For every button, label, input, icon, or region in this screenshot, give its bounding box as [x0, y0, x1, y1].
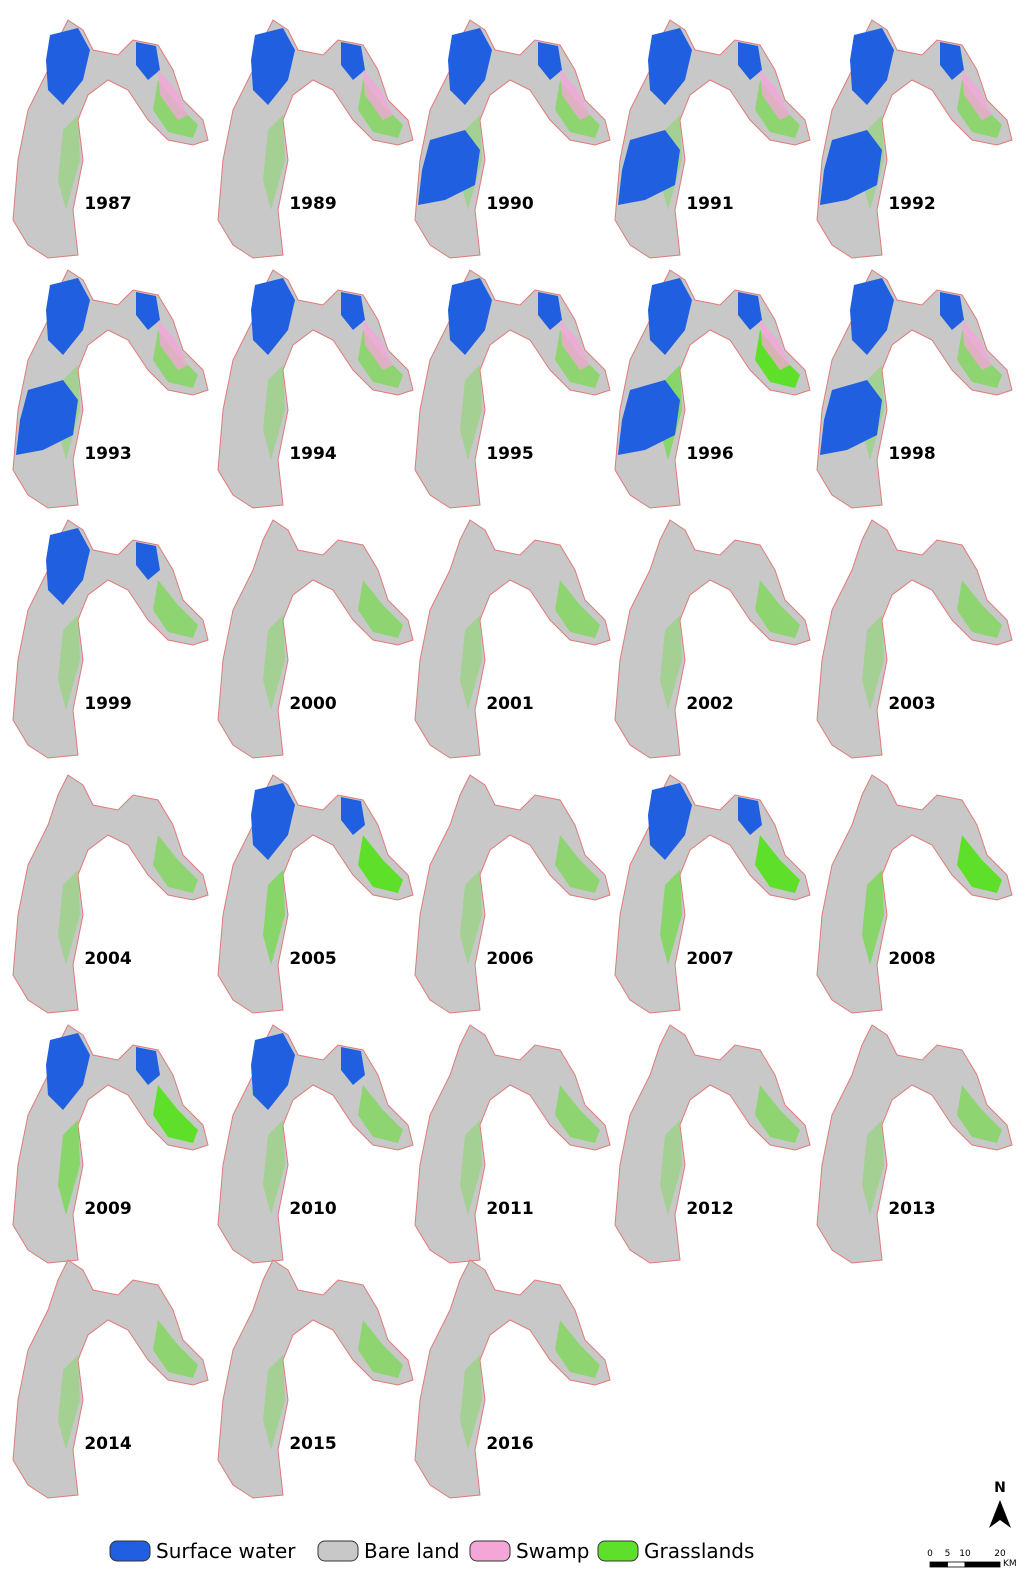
map-panel: 2004 [13, 775, 208, 1013]
scale-tick-label: 10 [959, 1549, 971, 1559]
bare-land [415, 1025, 610, 1263]
map-panel: 1991 [615, 20, 810, 258]
map-panel: 2007 [615, 775, 810, 1013]
map-panel: 2005 [218, 775, 413, 1013]
legend-swatch [598, 1541, 638, 1561]
scale-tick-label: 0 [927, 1549, 933, 1559]
bare-land [218, 20, 413, 258]
map-panel: 2000 [218, 520, 413, 758]
map-panel: 2001 [415, 520, 610, 758]
legend-label: Swamp [516, 1539, 590, 1563]
year-label: 2010 [289, 1199, 336, 1219]
bare-land [13, 775, 208, 1013]
year-label: 1998 [888, 444, 935, 464]
scale-tick-label: 5 [945, 1549, 951, 1559]
north-arrow: N [989, 1480, 1011, 1528]
map-panel: 2016 [415, 1260, 610, 1498]
map-panel: 1990 [415, 20, 610, 258]
map-panel: 2002 [615, 520, 810, 758]
bare-land [615, 1025, 810, 1263]
bare-land [817, 1025, 1012, 1263]
bare-land [615, 520, 810, 758]
year-label: 2008 [888, 949, 935, 969]
scale-segment [930, 1562, 948, 1567]
legend-swatch [470, 1541, 510, 1561]
map-panel: 2006 [415, 775, 610, 1013]
bare-land [415, 520, 610, 758]
map-panel: 1989 [218, 20, 413, 258]
year-label: 2001 [486, 694, 533, 714]
bare-land [817, 775, 1012, 1013]
map-panel: 2014 [13, 1260, 208, 1498]
bare-land [13, 1260, 208, 1498]
year-label: 1990 [486, 194, 533, 214]
map-panel: 1999 [13, 520, 208, 758]
map-panel: 2008 [817, 775, 1012, 1013]
bare-land [415, 775, 610, 1013]
year-label: 1999 [84, 694, 131, 714]
bare-land [218, 1025, 413, 1263]
map-panel: 2012 [615, 1025, 810, 1263]
year-label: 2013 [888, 1199, 935, 1219]
year-label: 1987 [84, 194, 131, 214]
scale-segment [965, 1562, 1000, 1567]
map-panel: 1992 [817, 20, 1012, 258]
year-label: 1996 [686, 444, 733, 464]
year-label: 1995 [486, 444, 533, 464]
legend-label: Bare land [364, 1539, 460, 1563]
year-label: 1991 [686, 194, 733, 214]
year-label: 2003 [888, 694, 935, 714]
bare-land [817, 520, 1012, 758]
bare-land [13, 520, 208, 758]
map-panel: 1995 [415, 270, 610, 508]
bare-land [415, 1260, 610, 1498]
year-label: 2005 [289, 949, 336, 969]
scale-segment [948, 1562, 966, 1567]
bare-land [13, 1025, 208, 1263]
year-label: 2006 [486, 949, 533, 969]
map-panel: 1994 [218, 270, 413, 508]
map-figure: 1987 1989 1990 1991 1992 1993 1994 1995 1996 1998… [0, 0, 1022, 1572]
map-panel: 1996 [615, 270, 810, 508]
bare-land [13, 20, 208, 258]
year-label: 2000 [289, 694, 336, 714]
bare-land [218, 1260, 413, 1498]
year-label: 1992 [888, 194, 935, 214]
year-label: 2014 [84, 1434, 131, 1454]
map-panel: 2013 [817, 1025, 1012, 1263]
map-panel: 2011 [415, 1025, 610, 1263]
bare-land [615, 775, 810, 1013]
legend-label: Surface water [156, 1539, 296, 1563]
year-label: 2011 [486, 1199, 533, 1219]
year-label: 2012 [686, 1199, 733, 1219]
year-label: 2002 [686, 694, 733, 714]
scale-tick-label: 20 [994, 1549, 1006, 1559]
year-label: 1994 [289, 444, 336, 464]
legend-swatch [110, 1541, 150, 1561]
north-label: N [994, 1480, 1006, 1496]
map-panel: 1998 [817, 270, 1012, 508]
bare-land [218, 520, 413, 758]
year-label: 2015 [289, 1434, 336, 1454]
year-label: 2004 [84, 949, 131, 969]
bare-land [218, 775, 413, 1013]
year-label: 2007 [686, 949, 733, 969]
map-panel: 2015 [218, 1260, 413, 1498]
scale-bar: 0 5 10 20KM [927, 1549, 1017, 1569]
map-panel: 2009 [13, 1025, 208, 1263]
map-panel: 2010 [218, 1025, 413, 1263]
scale-unit: KM [1003, 1559, 1017, 1569]
map-panel: 1987 [13, 20, 208, 258]
year-label: 2009 [84, 1199, 131, 1219]
map-panel: 1993 [13, 270, 208, 508]
year-label: 2016 [486, 1434, 533, 1454]
legend-swatch [318, 1541, 358, 1561]
bare-land [415, 270, 610, 508]
legend-label: Grasslands [644, 1539, 754, 1563]
map-panel: 2003 [817, 520, 1012, 758]
bare-land [218, 270, 413, 508]
year-label: 1993 [84, 444, 131, 464]
year-label: 1989 [289, 194, 336, 214]
